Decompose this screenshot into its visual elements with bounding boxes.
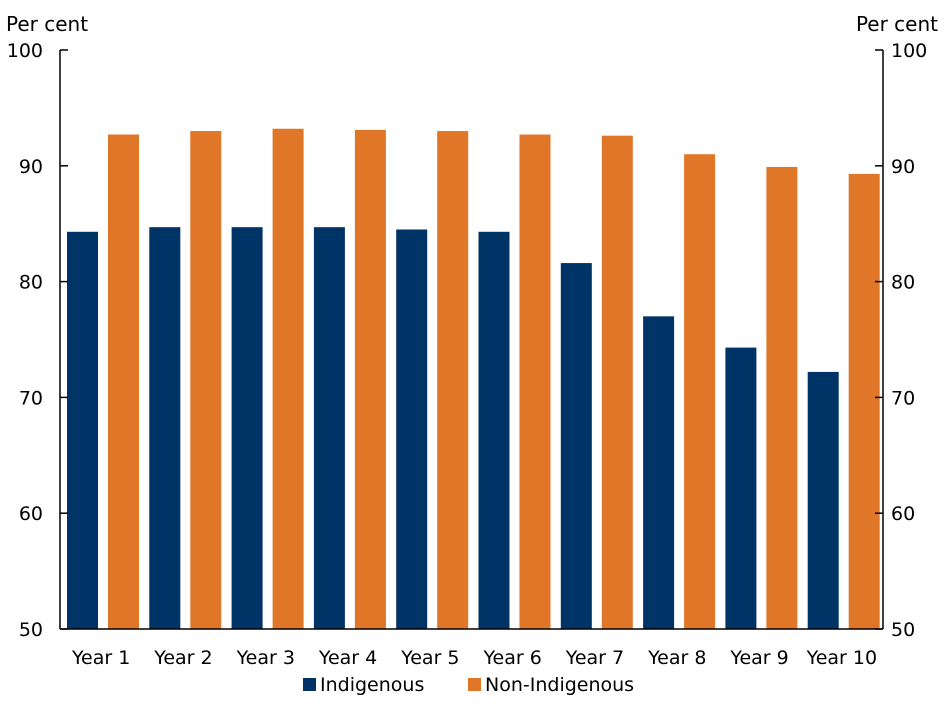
category-labels-layer: Year 1 Year 2 Year 3 Year 4 Year 5 Year 6 Year… [71, 647, 877, 669]
x-tick-label: Year 1 [71, 647, 130, 669]
right-y-tick-label: 50 [891, 619, 915, 641]
bar-non-indigenous-4 [354, 129, 386, 630]
left-y-tick-label: 60 [19, 503, 43, 525]
left-y-tick-label: 70 [19, 387, 43, 409]
legend: Indigenous Non-Indigenous [303, 674, 634, 696]
bar-non-indigenous-3 [272, 128, 304, 629]
bar-non-indigenous-9 [766, 166, 798, 629]
right-y-tick-label: 70 [891, 387, 915, 409]
bar-indigenous-1 [67, 231, 98, 629]
bar-indigenous-9 [725, 347, 757, 629]
x-tick-label: Year 3 [236, 647, 295, 669]
x-tick-label: Year 8 [647, 647, 706, 669]
bar-indigenous-10 [807, 371, 839, 629]
left-y-tick-label: 100 [7, 40, 43, 62]
bar-non-indigenous-6 [519, 134, 551, 629]
legend-label-indigenous: Indigenous [320, 674, 424, 696]
x-tick-label: Year 4 [318, 647, 377, 669]
right-y-tick-label: 90 [891, 156, 915, 178]
bar-indigenous-2 [149, 227, 181, 629]
bar-non-indigenous-8 [684, 154, 716, 629]
legend-swatch-non-indigenous [468, 678, 481, 691]
legend-swatch-indigenous [303, 678, 316, 691]
bar-indigenous-3 [231, 227, 263, 629]
right-axis-unit-label: Per cent [856, 12, 938, 36]
bar-non-indigenous-5 [437, 131, 469, 629]
bar-indigenous-8 [643, 316, 675, 629]
x-tick-label: Year 7 [565, 647, 624, 669]
left-y-tick-label: 90 [19, 156, 43, 178]
bar-indigenous-6 [478, 231, 510, 629]
bar-non-indigenous-1 [108, 134, 139, 629]
right-y-tick-label: 100 [891, 40, 927, 62]
bar-non-indigenous-10 [848, 173, 880, 629]
bar-non-indigenous-7 [601, 135, 633, 629]
ticks-layer: 50 50 60 60 70 70 80 80 90 90 100 100 [7, 40, 928, 641]
left-y-tick-label: 80 [19, 272, 43, 294]
bar-indigenous-7 [560, 263, 592, 629]
left-axis-unit-label: Per cent [6, 12, 88, 36]
x-tick-label: Year 2 [153, 647, 212, 669]
x-tick-label: Year 5 [400, 647, 459, 669]
bar-indigenous-4 [313, 227, 345, 629]
bars-layer [67, 128, 880, 630]
x-tick-label: Year 6 [482, 647, 541, 669]
axes-layer [59, 50, 884, 630]
right-y-tick-label: 60 [891, 503, 915, 525]
right-y-tick-label: 80 [891, 272, 915, 294]
bar-non-indigenous-2 [190, 131, 222, 629]
x-tick-label: Year 9 [729, 647, 788, 669]
left-y-tick-label: 50 [19, 619, 43, 641]
x-tick-label: Year 10 [806, 647, 877, 669]
bar-indigenous-5 [396, 229, 428, 630]
legend-label-non-indigenous: Non-Indigenous [485, 674, 634, 696]
